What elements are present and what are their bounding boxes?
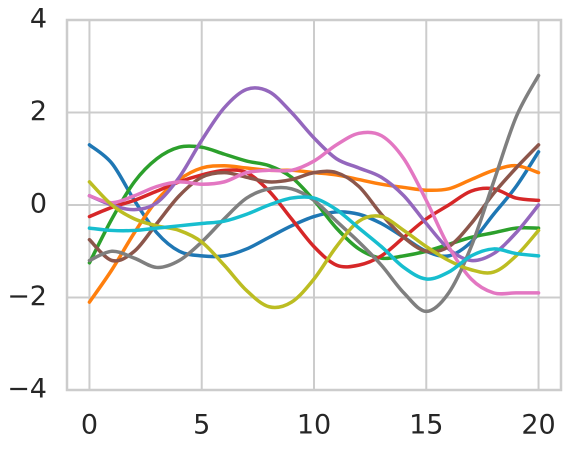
x-tick-label: 10 bbox=[297, 410, 331, 441]
tick-labels: 0 5 10 15 20 −4 −2 0 2 4 bbox=[7, 4, 556, 441]
axes-frame bbox=[65, 18, 563, 392]
series-line bbox=[87, 195, 541, 281]
series-line bbox=[87, 143, 541, 259]
series-line bbox=[87, 130, 541, 296]
series-line bbox=[87, 73, 541, 314]
y-tick-label: 4 bbox=[30, 4, 47, 35]
series-line bbox=[87, 143, 541, 263]
y-tick-label: 2 bbox=[30, 96, 47, 127]
lines bbox=[87, 73, 541, 314]
x-tick-label: 0 bbox=[81, 410, 98, 441]
x-tick-label: 5 bbox=[193, 410, 210, 441]
series-line bbox=[87, 168, 541, 269]
y-tick-label: 0 bbox=[30, 189, 47, 220]
x-tick-label: 20 bbox=[521, 410, 555, 441]
x-tick-label: 15 bbox=[409, 410, 443, 441]
y-tick-label: −4 bbox=[7, 374, 47, 405]
y-tick-label: −2 bbox=[7, 281, 47, 312]
